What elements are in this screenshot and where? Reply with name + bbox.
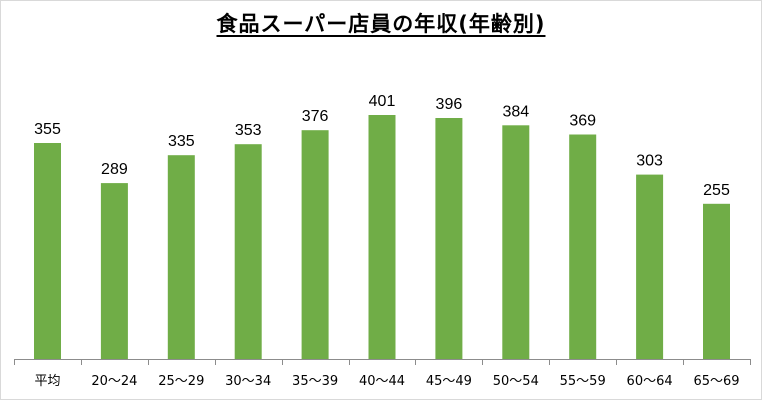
category-label: 65～69 xyxy=(693,374,739,389)
bar xyxy=(234,144,262,359)
bar-value-label: 401 xyxy=(369,93,396,110)
bar-value-label: 384 xyxy=(502,103,529,120)
bar xyxy=(368,115,396,359)
bar xyxy=(34,143,61,359)
bar-value-label: 353 xyxy=(235,122,262,139)
x-axis-ticks xyxy=(14,359,751,365)
bar xyxy=(703,203,730,359)
chart-title: 食品スーパー店員の年収(年齢別) xyxy=(216,12,546,36)
bar xyxy=(301,130,329,359)
bar-value-label: 335 xyxy=(168,133,195,150)
category-label: 30～34 xyxy=(225,374,271,389)
bar-value-label: 369 xyxy=(569,113,596,130)
category-labels: 平均 20～24 25～29 30～34 35～39 40～44 45～49 50～54 55～… xyxy=(34,374,739,389)
category-label: 45～49 xyxy=(426,374,472,389)
bar xyxy=(435,118,463,359)
bar-group xyxy=(34,115,730,359)
category-label: 40～44 xyxy=(359,374,405,389)
bar-value-label: 396 xyxy=(436,96,463,113)
bar-value-label: 255 xyxy=(703,182,730,199)
bar xyxy=(100,183,128,359)
category-label: 55～59 xyxy=(560,374,606,389)
category-label: 50～54 xyxy=(493,374,539,389)
category-label: 60～64 xyxy=(627,374,673,389)
bar-value-label: 303 xyxy=(636,153,663,170)
category-label: 35～39 xyxy=(292,374,338,389)
category-label: 20～24 xyxy=(91,374,137,389)
bar xyxy=(636,174,664,359)
bar-value-label: 289 xyxy=(101,161,128,178)
bar xyxy=(569,134,597,359)
category-label: 25～29 xyxy=(158,374,204,389)
value-labels: 355 289 335 353 376 401 396 384 369 303 255 xyxy=(34,93,730,199)
bar xyxy=(167,155,195,359)
category-label: 平均 xyxy=(34,374,60,389)
bar-value-label: 376 xyxy=(302,108,329,125)
bar-value-label: 355 xyxy=(34,121,61,138)
bar xyxy=(502,125,530,359)
